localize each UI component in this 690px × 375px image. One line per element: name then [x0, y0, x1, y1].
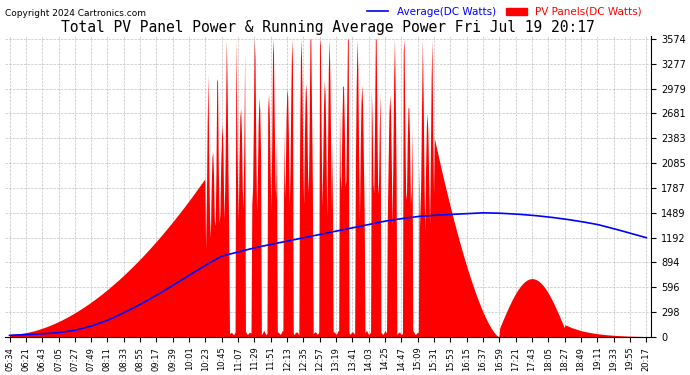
Title: Total PV Panel Power & Running Average Power Fri Jul 19 20:17: Total PV Panel Power & Running Average P… [61, 20, 595, 35]
Text: Copyright 2024 Cartronics.com: Copyright 2024 Cartronics.com [5, 9, 146, 18]
Legend: Average(DC Watts), PV Panels(DC Watts): Average(DC Watts), PV Panels(DC Watts) [363, 3, 646, 21]
